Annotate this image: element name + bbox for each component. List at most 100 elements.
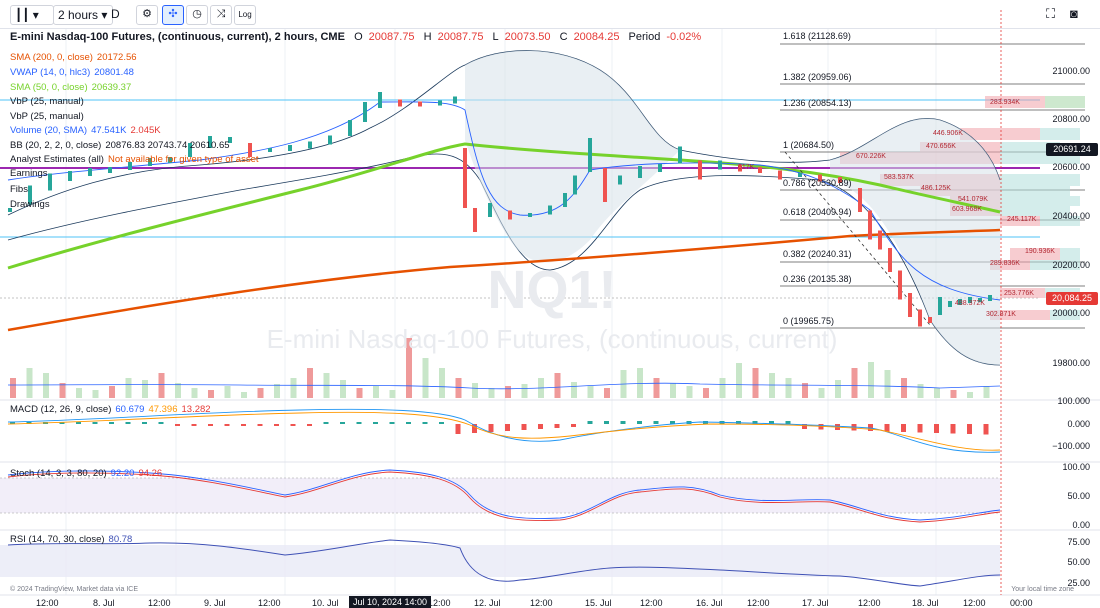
- time-axis-label: 12:00: [36, 598, 59, 608]
- compare-button[interactable]: ⤨: [210, 5, 232, 25]
- legend-item[interactable]: BB (20, 2, 2, 0, close) 20876.83 20743.74…: [10, 140, 234, 151]
- price-axis-label: 20000.00: [1052, 308, 1090, 318]
- fib-level-label: 1.618 (21128.69): [783, 31, 851, 41]
- volume-bar: [785, 378, 792, 398]
- top-toolbar: ┃┃ ▾ 2 hours ▾ D ⚙ ✣ ◷ ⤨ Log ⛶ ◙: [0, 0, 1100, 29]
- compare-icon: ⤨: [216, 8, 226, 20]
- pane-separators: [0, 399, 1100, 596]
- macd-value-2: 47.396: [148, 404, 178, 415]
- replay-button[interactable]: ◷: [186, 5, 208, 25]
- open-label: O: [354, 31, 363, 43]
- log-button[interactable]: Log: [234, 5, 256, 25]
- legend-item[interactable]: Earnings: [10, 168, 52, 179]
- rsi-axis-label: 25.00: [1067, 578, 1090, 588]
- legend-item[interactable]: SMA (200, 0, close) 20172.56: [10, 52, 141, 63]
- candle: [508, 210, 512, 220]
- time-axis-label: 12:00: [428, 598, 451, 608]
- legend-item[interactable]: Drawings: [10, 199, 54, 210]
- legend-item[interactable]: Volume (20, SMA) 47.541K 2.045K: [10, 125, 165, 136]
- crosshair-button[interactable]: ✣: [162, 5, 184, 25]
- macd-bar: [125, 422, 131, 424]
- price-axis-label: 20200.00: [1052, 260, 1090, 270]
- candle: [588, 138, 592, 172]
- macd-axis-label: 100.000: [1057, 396, 1090, 406]
- legend-item[interactable]: VWAP (14, 0, hlc3) 20801.48: [10, 67, 138, 78]
- candle: [978, 298, 982, 302]
- legend-item[interactable]: VbP (25, manual): [10, 96, 88, 107]
- legend-item-name: Drawings: [10, 199, 50, 210]
- time-axis-label: 12:00: [858, 598, 881, 608]
- fullscreen-icon[interactable]: ⛶: [1046, 6, 1056, 21]
- volume-bar: [851, 368, 858, 398]
- fib-level-label: 0 (19965.75): [783, 316, 835, 326]
- volume-bar: [637, 368, 643, 398]
- legend-item-value: 20639.37: [91, 82, 132, 93]
- legend-item[interactable]: SMA (50, 0, close) 20639.37: [10, 82, 135, 93]
- legend-item-name: SMA (50, 0, close): [10, 82, 88, 93]
- volume-bar: [604, 388, 610, 398]
- camera-icon[interactable]: ◙: [1070, 6, 1078, 21]
- macd-bar: [521, 424, 527, 430]
- macd-bar: [373, 422, 378, 424]
- settings-button[interactable]: ⚙: [136, 5, 158, 25]
- data-mode-button[interactable]: D: [111, 5, 120, 23]
- macd-bar: [587, 421, 593, 424]
- low-value: 20073.50: [504, 31, 551, 43]
- interval-select[interactable]: 2 hours ▾: [53, 5, 113, 25]
- interval-label: 2 hours: [58, 8, 99, 22]
- legend-item-name: Fibs: [10, 184, 28, 195]
- candle: [573, 175, 577, 195]
- volume-bar: [43, 373, 49, 398]
- legend-item[interactable]: Fibs: [10, 184, 32, 195]
- rsi-legend: RSI (14, 70, 30, close) 80.78: [10, 534, 136, 545]
- candle: [68, 171, 72, 181]
- fib-level-label: 0.618 (20409.94): [783, 207, 852, 217]
- legend-item-name: VbP (25, manual): [10, 111, 84, 122]
- volume-bar: [59, 383, 66, 398]
- volume-bar: [109, 386, 115, 398]
- candle: [898, 270, 902, 300]
- timezone-label[interactable]: Your local time zone: [1011, 586, 1074, 593]
- macd-legend: MACD (12, 26, 9, close) 60.679 47.396 13.28…: [10, 404, 215, 415]
- volume-bar: [340, 380, 346, 398]
- macd-bar: [983, 424, 989, 435]
- legend-item-name: VWAP (14, 0, hlc3): [10, 67, 91, 78]
- vbp-label: 603.968K: [952, 206, 982, 213]
- rsi-axis-label: 75.00: [1067, 537, 1090, 547]
- legend-item-name: VbP (25, manual): [10, 96, 84, 107]
- time-axis-label: 18. Jul: [912, 598, 939, 608]
- volume-bar: [257, 388, 264, 398]
- volume-bar: [26, 368, 33, 398]
- macd-bar: [785, 421, 791, 424]
- legend-item-name: Analyst Estimates (all): [10, 154, 104, 165]
- volume-bar: [76, 388, 82, 398]
- volume-bar: [967, 392, 973, 398]
- volume-bar: [505, 386, 511, 398]
- legend-item[interactable]: Analyst Estimates (all) Not available for…: [10, 154, 263, 165]
- macd-bar: [406, 422, 411, 424]
- candle: [958, 299, 962, 305]
- candle: [108, 167, 112, 173]
- macd-bar: [10, 422, 15, 424]
- gear-icon: ⚙: [142, 8, 152, 20]
- legend-item[interactable]: VbP (25, manual): [10, 111, 88, 122]
- volume-bar: [554, 373, 561, 398]
- time-axis-label: 12:00: [530, 598, 553, 608]
- volume-bar: [241, 392, 247, 398]
- close-value: 20084.25: [573, 31, 620, 43]
- volume-bar: [158, 373, 165, 398]
- macd-bar: [323, 422, 329, 424]
- macd-bar: [884, 424, 890, 432]
- macd-bar: [653, 421, 659, 424]
- period-value: -0.02%: [666, 31, 702, 43]
- macd-bar: [901, 424, 906, 432]
- vbp-label: 253.776K: [1004, 290, 1034, 297]
- vwap-line: [7, 101, 1001, 301]
- macd-axis-label: −100.000: [1052, 441, 1090, 451]
- fib-level-label: 0.786 (20530.89): [783, 178, 852, 188]
- candle: [268, 148, 272, 152]
- time-axis-label: 15. Jul: [585, 598, 612, 608]
- macd-bar: [554, 424, 560, 428]
- time-axis-label: 12:00: [747, 598, 770, 608]
